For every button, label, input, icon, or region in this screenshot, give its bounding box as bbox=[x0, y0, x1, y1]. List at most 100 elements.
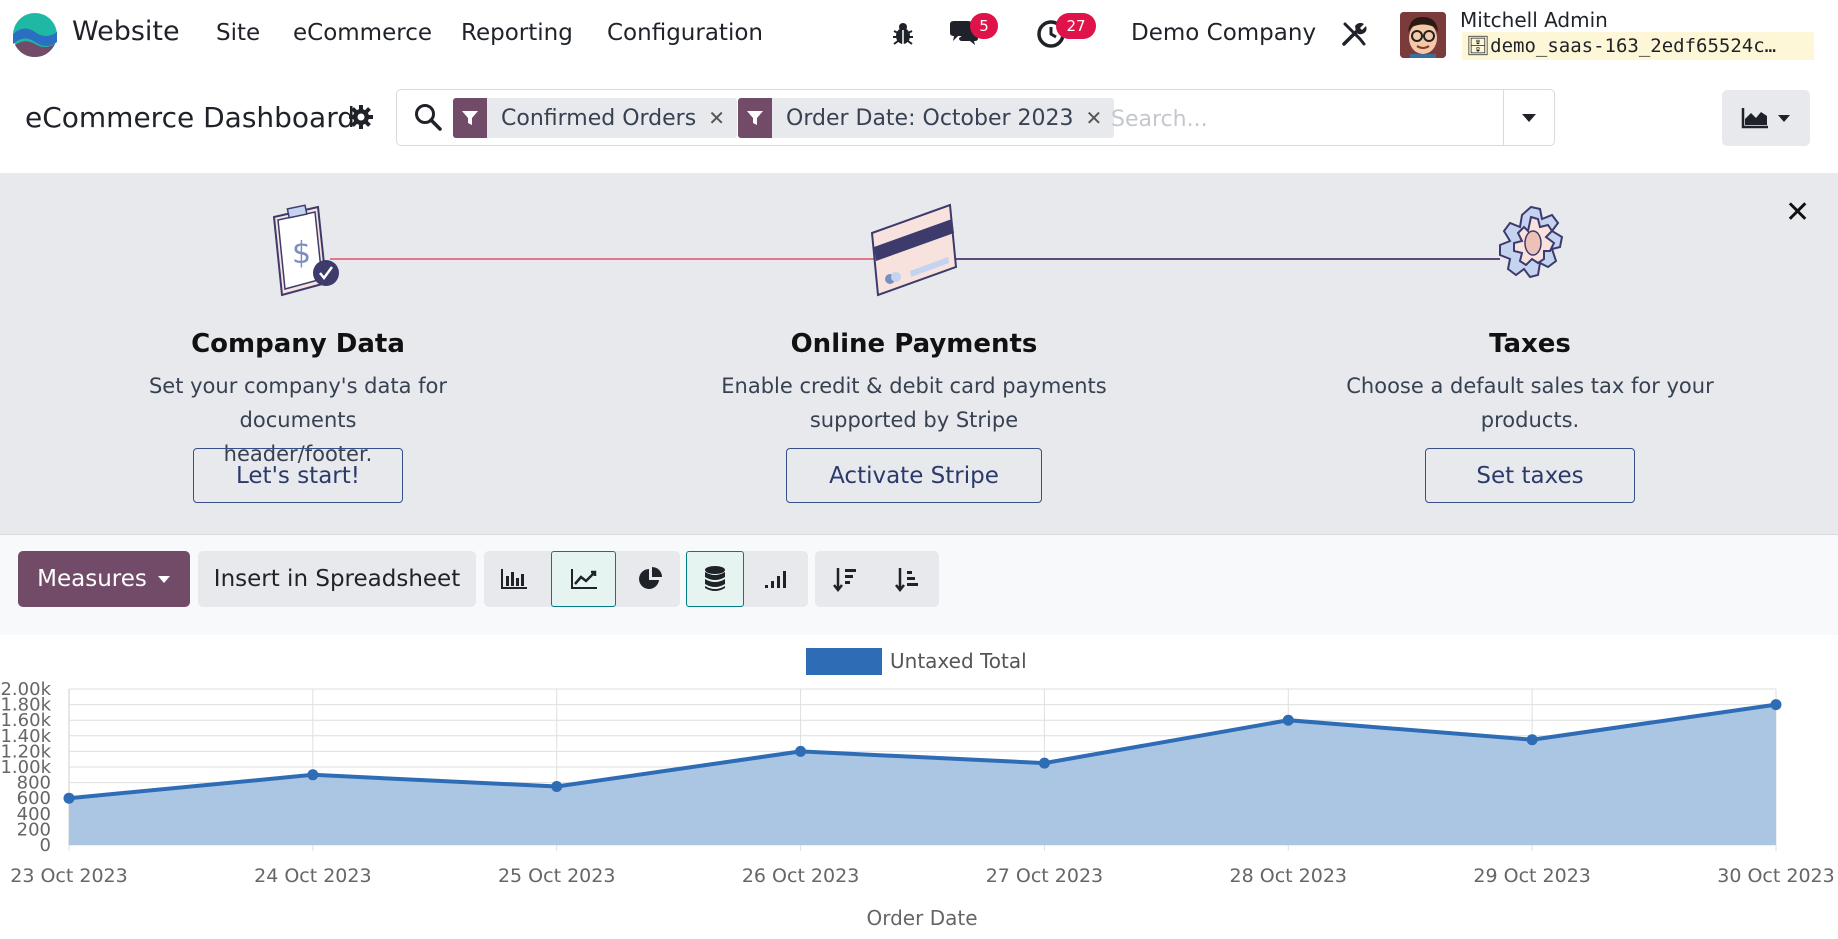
data-point bbox=[307, 769, 319, 781]
database-label: demo_saas-163_2edf65524c… bbox=[1490, 35, 1777, 57]
cumulative-toggle-button[interactable] bbox=[746, 551, 806, 607]
sort-ascending-button[interactable] bbox=[877, 551, 937, 607]
settings-cog-icon bbox=[1499, 205, 1564, 279]
data-point bbox=[795, 745, 807, 757]
step-payments-title: Online Payments bbox=[790, 329, 1038, 359]
top-navbar: Website Site eCommerce Reporting Configu… bbox=[0, 0, 1838, 72]
data-point bbox=[551, 781, 563, 792]
legend-label[interactable]: Untaxed Total bbox=[890, 649, 1027, 673]
set-taxes-button[interactable]: Set taxes bbox=[1425, 448, 1635, 503]
user-name[interactable]: Mitchell Admin bbox=[1460, 8, 1608, 32]
lets-start-button[interactable]: Let's start! bbox=[193, 448, 403, 503]
app-logo-icon[interactable] bbox=[12, 12, 58, 58]
x-axis-title: Order Date bbox=[867, 906, 978, 930]
menu-reporting[interactable]: Reporting bbox=[461, 20, 573, 46]
facet-order-date: Order Date: October 2023 ✕ bbox=[738, 98, 1115, 138]
progress-line bbox=[950, 258, 1500, 260]
tools-icon[interactable] bbox=[1336, 16, 1372, 52]
facet-remove-icon[interactable]: ✕ bbox=[708, 106, 725, 130]
sort-group bbox=[815, 551, 939, 607]
step-payments-desc-line: supported by Stripe bbox=[809, 408, 1019, 432]
series-area bbox=[69, 704, 1776, 845]
step-payments-desc-line: Enable credit & debit card payments bbox=[721, 374, 1107, 398]
pie-chart-icon bbox=[639, 567, 662, 589]
svg-text:$: $ bbox=[292, 236, 311, 271]
facet-confirmed-orders: Confirmed Orders ✕ bbox=[453, 98, 737, 138]
graph-toolbar: Measures Insert in Spreadsheet bbox=[0, 535, 1838, 635]
x-tick-label: 23 Oct 2023 bbox=[10, 865, 127, 887]
y-tick-label: 1.40k bbox=[0, 726, 51, 747]
caret-down-icon bbox=[1778, 114, 1790, 122]
x-tick-label: 28 Oct 2023 bbox=[1230, 865, 1347, 887]
y-tick-label: 400 bbox=[17, 804, 51, 825]
caret-down-icon bbox=[157, 575, 170, 583]
step-taxes-desc-line: products. bbox=[1480, 408, 1580, 432]
pie-chart-button[interactable] bbox=[620, 551, 680, 607]
messages-badge: 5 bbox=[970, 13, 998, 39]
data-point bbox=[1038, 757, 1050, 769]
sort-descending-button[interactable] bbox=[815, 551, 875, 607]
data-point bbox=[63, 792, 75, 804]
company-switcher[interactable]: Demo Company bbox=[1131, 20, 1317, 46]
app-name[interactable]: Website bbox=[72, 16, 180, 47]
y-tick-label: 0 bbox=[40, 835, 51, 856]
filter-icon bbox=[738, 98, 772, 138]
gear-icon[interactable] bbox=[348, 104, 374, 130]
clipboard-dollar-icon: $ bbox=[272, 204, 339, 297]
menu-ecommerce[interactable]: eCommerce bbox=[293, 20, 432, 46]
filter-icon bbox=[453, 98, 487, 138]
database-icon: 🗄 bbox=[1466, 35, 1491, 57]
step-taxes-desc: Choose a default sales tax for your prod… bbox=[1320, 369, 1740, 437]
database-stack-icon bbox=[705, 566, 725, 591]
search-icon[interactable] bbox=[413, 102, 443, 132]
x-tick-label: 29 Oct 2023 bbox=[1473, 865, 1590, 887]
search-input[interactable] bbox=[1109, 100, 1838, 138]
sort-ascending-icon bbox=[895, 568, 918, 592]
facet-label: Confirmed Orders bbox=[501, 105, 697, 131]
step-company-title: Company Data bbox=[191, 329, 405, 359]
close-icon[interactable]: ✕ bbox=[1785, 195, 1811, 230]
onboarding-panel: ✕ $ Company Data Set your company's data… bbox=[0, 173, 1838, 535]
bar-chart-icon bbox=[501, 569, 527, 589]
y-tick-label: 1.80k bbox=[0, 695, 51, 716]
facet-remove-icon[interactable]: ✕ bbox=[1085, 106, 1103, 130]
page-title: eCommerce Dashboard bbox=[25, 101, 356, 134]
x-tick-label: 26 Oct 2023 bbox=[742, 865, 859, 887]
search-bar: Confirmed Orders ✕ Order Date: October 2… bbox=[396, 89, 1838, 146]
y-tick-label: 800 bbox=[17, 773, 51, 794]
activate-stripe-button[interactable]: Activate Stripe bbox=[786, 448, 1042, 503]
sort-descending-icon bbox=[833, 568, 856, 592]
measures-button[interactable]: Measures bbox=[18, 551, 190, 607]
facet-label: Order Date: October 2023 bbox=[786, 105, 1074, 131]
step-taxes-desc-line: Choose a default sales tax for your bbox=[1346, 374, 1714, 398]
stacked-toggle-button[interactable] bbox=[686, 551, 744, 607]
debug-bug-icon[interactable] bbox=[885, 16, 921, 52]
data-point bbox=[1282, 714, 1294, 726]
area-chart-icon bbox=[1741, 108, 1768, 129]
signal-bars-icon bbox=[765, 571, 786, 588]
view-switcher-button[interactable] bbox=[1722, 90, 1810, 146]
legend-swatch[interactable] bbox=[806, 648, 882, 675]
y-tick-label: 200 bbox=[17, 819, 51, 840]
chart-type-group bbox=[484, 551, 680, 607]
insert-spreadsheet-button[interactable]: Insert in Spreadsheet bbox=[198, 551, 476, 607]
database-name: 🗄demo_saas-163_2edf65524c… bbox=[1462, 32, 1814, 60]
activities-badge: 27 bbox=[1056, 13, 1096, 39]
measures-label: Measures bbox=[37, 566, 147, 592]
sales-graph: Untaxed Total 02004006008001.00k1.20k1.4… bbox=[0, 648, 1835, 930]
progress-line bbox=[330, 258, 874, 260]
y-tick-label: 2.00k bbox=[0, 679, 51, 700]
line-chart-button[interactable] bbox=[551, 551, 616, 607]
y-tick-label: 600 bbox=[17, 788, 51, 809]
menu-configuration[interactable]: Configuration bbox=[607, 20, 763, 46]
x-tick-label: 24 Oct 2023 bbox=[254, 865, 371, 887]
search-options-toggle[interactable] bbox=[1503, 90, 1554, 145]
chart-options-group bbox=[686, 551, 808, 607]
user-avatar[interactable] bbox=[1400, 12, 1446, 58]
step-payments-desc: Enable credit & debit card payments supp… bbox=[704, 369, 1124, 437]
menu-site[interactable]: Site bbox=[216, 20, 261, 46]
step-company-desc-line: header/footer. bbox=[223, 442, 373, 466]
bar-chart-button[interactable] bbox=[484, 551, 544, 607]
y-tick-label: 1.20k bbox=[0, 741, 51, 762]
x-tick-label: 25 Oct 2023 bbox=[498, 865, 615, 887]
